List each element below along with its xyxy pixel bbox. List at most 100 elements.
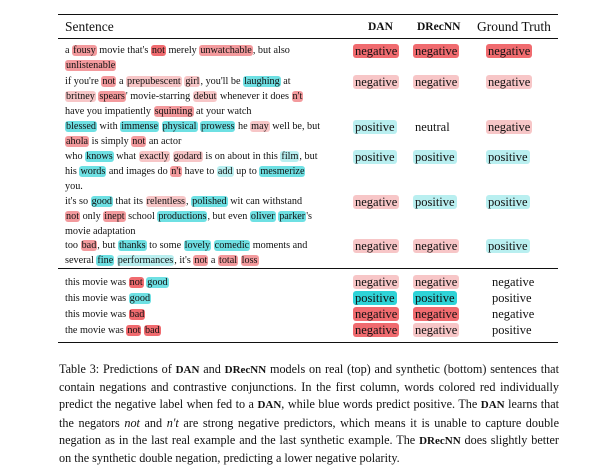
negative-word: unlistenable <box>65 60 117 71</box>
plain-text: too <box>65 240 81 251</box>
sentence-cell: who knows what exactly godard is on abou… <box>65 149 347 194</box>
sentence-cell: blessed with immense physical prowess he… <box>65 119 347 149</box>
negative-word: relentless <box>145 196 187 207</box>
dan-prediction: negative <box>353 239 400 253</box>
plain-text: have to <box>182 166 217 177</box>
ground-truth-label: positive <box>486 195 530 209</box>
plain-text: this movie was <box>65 309 129 320</box>
positive-word: film <box>280 151 300 162</box>
negative-word: bad <box>143 325 161 336</box>
model-name: DAN <box>257 399 282 412</box>
plain-text: this movie was <box>65 293 129 304</box>
caption-text: models on real (top) and synthetic (bott… <box>59 362 559 412</box>
header-ground-truth: Ground Truth <box>477 19 551 34</box>
emphasized-word: n't <box>166 415 179 430</box>
positive-word: laughing <box>243 76 281 87</box>
dan-prediction: positive <box>353 150 397 164</box>
header-sentence: Sentence <box>65 19 114 34</box>
ground-truth-label: negative <box>492 307 535 321</box>
ground-truth-label: positive <box>486 239 530 253</box>
drecnn-prediction: negative <box>413 75 460 89</box>
drecnn-prediction: neutral <box>415 120 450 134</box>
sentence-line: a fousy movie that's not merely unwatcha… <box>65 43 347 58</box>
plain-text: only <box>80 211 104 222</box>
drecnn-prediction: negative <box>413 275 460 289</box>
positive-word: lovely <box>183 240 212 251</box>
plain-text: and images do <box>106 166 171 177</box>
plain-text: this movie was <box>65 277 129 288</box>
plain-text: an actor <box>146 136 182 147</box>
ground-truth-label: positive <box>492 291 532 305</box>
negative-word: unwatchable <box>199 45 253 56</box>
plain-text: movie that's <box>96 45 151 56</box>
negative-word: n't <box>170 166 183 177</box>
caption-text: and <box>139 415 167 430</box>
plain-text: a <box>65 45 73 56</box>
dan-prediction: negative <box>353 195 400 209</box>
negative-word: not <box>126 325 142 336</box>
positive-word: immense <box>120 121 159 132</box>
ground-truth-label: negative <box>486 75 533 89</box>
plain-text: at <box>280 76 291 87</box>
plain-text: a <box>116 76 127 87</box>
plain-text: what <box>113 151 139 162</box>
plain-text: 's <box>306 211 313 222</box>
negative-word: not <box>65 211 81 222</box>
sentence-line: if you're not a prepubescent girl, you'l… <box>65 74 347 89</box>
header-dan: DAN <box>368 21 393 33</box>
plain-text: up to <box>233 166 260 177</box>
synthetic-sentence-cell: this movie was bad <box>65 307 347 322</box>
dan-prediction: negative <box>353 75 400 89</box>
positive-word: physical <box>161 121 198 132</box>
plain-text: who <box>65 151 86 162</box>
positive-word: blessed <box>65 121 97 132</box>
negative-word: exactly <box>138 151 171 162</box>
dan-prediction: negative <box>353 44 400 58</box>
model-name: DAN <box>175 364 200 376</box>
positive-word: words <box>79 166 107 177</box>
positive-word: fine <box>96 255 115 266</box>
positive-word: good <box>146 277 169 288</box>
model-name: DAN <box>480 399 505 412</box>
plain-text: wit can withstand <box>227 196 303 207</box>
ground-truth-label: negative <box>486 120 533 134</box>
negative-word: squinting <box>153 106 194 117</box>
sentence-line: who knows what exactly godard is on abou… <box>65 149 347 164</box>
plain-text: the movie was <box>65 325 127 336</box>
drecnn-prediction: negative <box>413 239 460 253</box>
synthetic-sentence-cell: this movie was not good <box>65 275 347 290</box>
dan-prediction: positive <box>353 120 397 134</box>
top-rule <box>58 14 558 16</box>
sentence-line: have you impatiently squinting at your w… <box>65 104 347 119</box>
model-name: DRecNN <box>419 434 461 447</box>
sentence-cell: it's so good that its relentless, polish… <box>65 194 347 239</box>
plain-text: , it's <box>174 255 194 266</box>
dan-prediction: negative <box>353 323 400 337</box>
caption-text: and <box>199 362 225 376</box>
header-drecnn: DRecNN <box>417 21 461 33</box>
synthetic-sentence-cell: this movie was good <box>65 291 347 306</box>
plain-text: merely <box>165 45 200 56</box>
plain-text: several <box>65 255 97 266</box>
negative-word: debut <box>192 91 218 102</box>
positive-word: oliver <box>249 211 276 222</box>
sentence-line: blessed with immense physical prowess he… <box>65 119 347 134</box>
plain-text: whenever it does <box>217 91 292 102</box>
plain-text: it's so <box>65 196 91 207</box>
negative-word: fousy <box>72 45 97 56</box>
positive-word: add <box>216 166 234 177</box>
negative-word: bad <box>80 240 98 251</box>
sentence-line: his words and images do n't have to add … <box>65 164 347 179</box>
negative-word: britney <box>65 91 96 102</box>
plain-text: , but also <box>252 45 290 56</box>
plain-text: , <box>186 196 192 207</box>
plain-text: is on about in this <box>202 151 281 162</box>
negative-word: inept <box>103 211 126 222</box>
positive-word: mesmerize <box>259 166 306 177</box>
positive-word: knows <box>85 151 114 162</box>
negative-word: not <box>128 277 144 288</box>
positive-word: polished <box>191 196 228 207</box>
emphasized-word: not <box>124 415 140 430</box>
negative-word: may <box>250 121 270 132</box>
